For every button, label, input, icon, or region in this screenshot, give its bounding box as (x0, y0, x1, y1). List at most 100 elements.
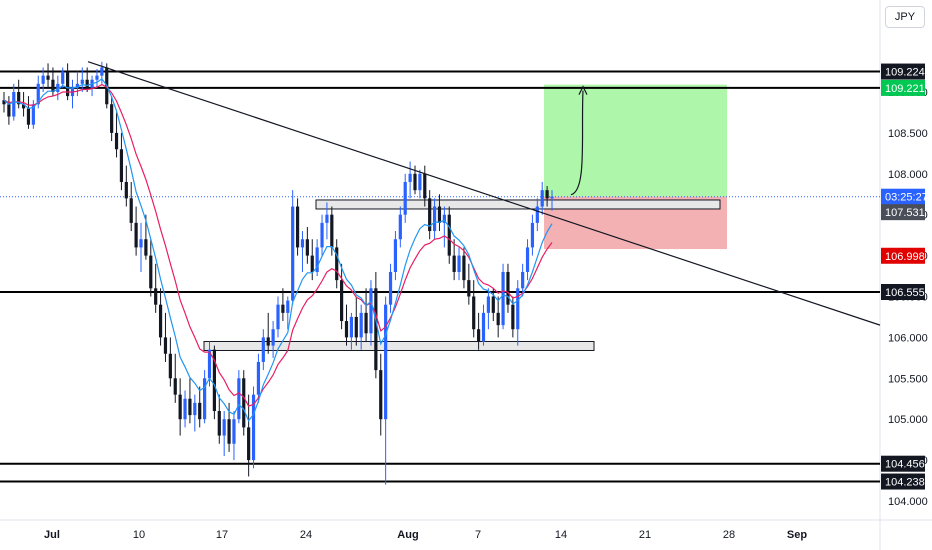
candle-body (237, 378, 241, 420)
candle-body (442, 214, 446, 223)
candle-body (266, 337, 270, 346)
target-arrow (570, 90, 584, 196)
candle-body (203, 378, 207, 420)
price-badge-label: 106.998 (885, 251, 925, 263)
candle-body (310, 255, 314, 272)
candle-body (418, 173, 422, 191)
candle-body (457, 255, 461, 272)
price-badge (881, 79, 925, 96)
candle-body (447, 214, 451, 256)
price-badge (881, 284, 925, 301)
y-tick-label: 105.500 (888, 373, 928, 385)
candle-body (31, 104, 35, 125)
candle-body (423, 173, 427, 199)
candle-body (545, 190, 549, 199)
candle-body (369, 288, 373, 334)
candle-body (217, 411, 221, 436)
plot-area[interactable] (0, 0, 880, 520)
candle-body (149, 255, 153, 289)
price-badge-label: 109.221 (885, 83, 925, 95)
x-tick-label: 21 (639, 529, 651, 541)
candle-body (188, 398, 192, 416)
candle-body (66, 71, 70, 97)
candle-body (364, 312, 368, 334)
candle-body (511, 304, 515, 330)
price-badge (881, 455, 925, 472)
y-tick-label: 106.000 (888, 332, 928, 344)
candle-body (129, 198, 133, 223)
ema-fast-line (3, 78, 553, 422)
x-tick-label: 7 (475, 529, 481, 541)
candle-body (193, 402, 197, 416)
candle-body (403, 181, 407, 215)
candle-body (374, 288, 378, 371)
candle-body (198, 402, 202, 420)
candle-body (232, 419, 236, 444)
candle-body (462, 255, 466, 281)
price-badge-label: 104.238 (885, 477, 925, 489)
candle-body (286, 300, 290, 313)
ema-slow-line (3, 83, 553, 407)
candle-body (281, 304, 285, 313)
candle-body (428, 198, 432, 232)
candle-body (7, 104, 11, 117)
candle-body (550, 196, 554, 199)
candle-body (320, 222, 324, 248)
candle-body (242, 378, 246, 428)
candle-body (305, 239, 309, 256)
candle-body (154, 288, 158, 305)
target-arrow-head (578, 85, 588, 95)
trendline[interactable] (87, 61, 881, 326)
target-zone[interactable] (544, 84, 727, 197)
candle-body (467, 280, 471, 297)
currency-label[interactable]: JPY (885, 6, 925, 28)
x-tick-label: Sep (787, 529, 807, 541)
candle-body (124, 181, 128, 199)
candle-body (168, 353, 172, 379)
x-tick-label: 24 (300, 529, 312, 541)
price-badge-label: 03:25:27 (885, 192, 928, 204)
candle-body (139, 239, 143, 248)
x-tick-label: 14 (555, 529, 567, 541)
candle-body (295, 206, 300, 248)
candle-body (276, 304, 280, 330)
candle-body (178, 394, 182, 420)
candle-body (501, 271, 505, 326)
candle-body (212, 349, 216, 412)
candle-body (330, 214, 334, 248)
candle-body (486, 296, 490, 313)
candle-body (398, 214, 402, 240)
candle-body (134, 222, 138, 248)
candle-body (36, 83, 40, 105)
price-badge (881, 473, 925, 490)
x-tick-label: Aug (397, 529, 418, 541)
candle-body (114, 132, 119, 150)
candle-body (95, 75, 99, 80)
candle-body (61, 71, 65, 84)
candle-body (530, 222, 535, 248)
candle-body (535, 206, 539, 223)
candle-body (51, 79, 55, 92)
candle-body (325, 214, 329, 223)
candle-body (477, 329, 481, 342)
candle-body (75, 83, 79, 88)
candle-body (344, 321, 349, 338)
candle-body (540, 190, 544, 207)
candle-body (491, 296, 495, 313)
support-zone[interactable] (203, 340, 595, 351)
candle-body (26, 108, 31, 125)
candle-body (100, 67, 104, 76)
price-badge (881, 63, 925, 80)
candle-body (340, 280, 344, 322)
price-badge (881, 204, 925, 221)
candle-body (300, 239, 305, 248)
candle-body (46, 75, 50, 80)
candle-body (408, 173, 412, 182)
candle-body (432, 206, 437, 232)
candle-body (85, 79, 89, 88)
x-tick-label: 28 (723, 529, 735, 541)
candle-body (80, 79, 84, 84)
candle-body (521, 271, 525, 289)
price-badge (881, 247, 925, 264)
